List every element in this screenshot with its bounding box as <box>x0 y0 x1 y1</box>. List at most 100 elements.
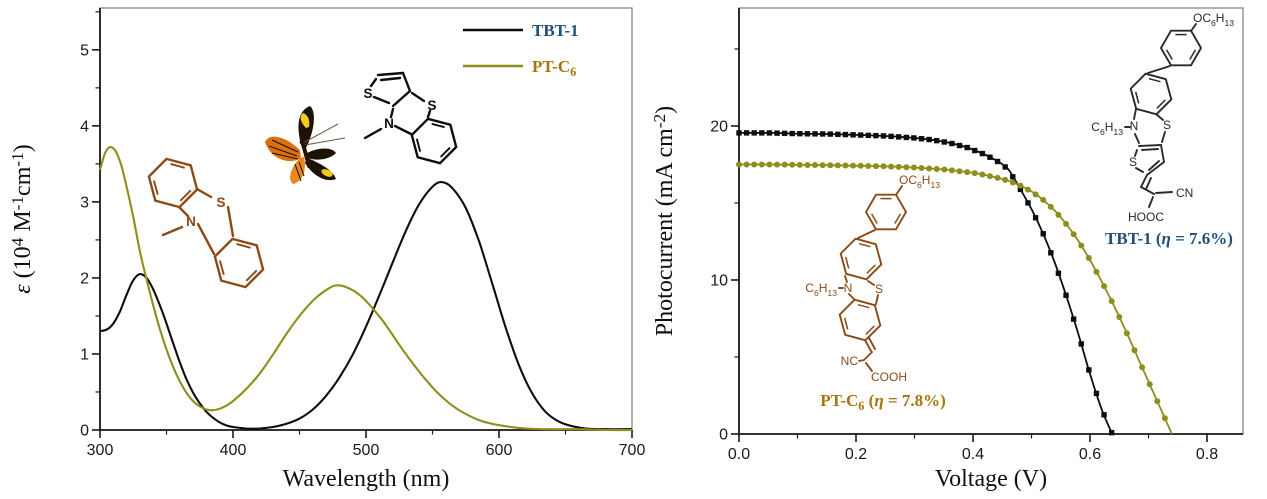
x-tick-label: 0.8 <box>1196 446 1218 463</box>
bond <box>177 205 190 218</box>
group-label-oc6h13: OC6H13 <box>1193 11 1234 28</box>
bond <box>875 294 879 305</box>
bond <box>1138 144 1162 147</box>
series-markers-TBT-1 <box>736 130 1115 436</box>
bond <box>1145 177 1152 190</box>
bond <box>1140 186 1155 195</box>
bond <box>867 280 875 286</box>
ring-inner-bond <box>858 242 871 248</box>
y-tick-label: 1 <box>80 346 89 363</box>
ring <box>213 237 265 289</box>
absorption-xlabel: Wavelength (nm) <box>283 466 450 492</box>
group-label-cooh: COOH <box>871 370 907 384</box>
atom-label-s: S <box>875 282 883 296</box>
jv-plot-generated: 0.0 0.2 0.4 0.6 0.8 0 10 20 <box>710 7 1244 463</box>
atom-label-s-thiazine: S <box>1163 118 1171 132</box>
bond <box>372 95 391 105</box>
absorption-plot-generated: 300 400 500 600 700 0 1 2 3 4 5 <box>80 7 646 459</box>
y-tick-label: 20 <box>710 118 728 135</box>
x-tick-label: 700 <box>619 442 646 459</box>
bond <box>1141 148 1159 151</box>
ring-inner-bond <box>1156 99 1166 109</box>
bond <box>379 76 402 82</box>
butterfly-yellow-spot <box>321 169 333 177</box>
bond <box>195 187 213 199</box>
y-tick-label: 5 <box>80 42 89 59</box>
ring-inner-bond <box>152 180 159 195</box>
butterfly-left-wing <box>265 136 301 162</box>
y-tick-label: 2 <box>80 270 89 287</box>
bond <box>1134 133 1140 144</box>
ring-inner-bond <box>843 317 849 330</box>
bond <box>1160 144 1165 163</box>
ring <box>839 237 883 281</box>
ring-inner-bond <box>179 189 192 202</box>
atom-label-s-thiophene: S <box>363 86 372 101</box>
y-tick-label: 10 <box>710 272 728 289</box>
ring-inner-bond <box>866 264 876 274</box>
absorption-chart: 300 400 500 600 700 0 1 2 3 4 5 Wavelength (nm) ε … <box>8 7 646 492</box>
bond <box>196 222 216 256</box>
series-line-TBT-1 <box>99 181 633 431</box>
bond <box>848 293 855 300</box>
x-tick-label: 400 <box>220 442 247 459</box>
group-label-hooc: HOOC <box>1128 210 1164 224</box>
bond <box>1161 131 1166 143</box>
bond <box>1146 161 1165 176</box>
legend: TBT-1 PT-C6 <box>463 21 579 79</box>
bond <box>391 89 412 108</box>
bond <box>1148 160 1160 171</box>
x-tick-label: 0.6 <box>1079 446 1101 463</box>
y-tick-label: 4 <box>80 118 89 135</box>
series-line-PT-C6 <box>738 163 1173 435</box>
bond <box>868 337 876 350</box>
series-line-PT-C6 <box>98 146 633 432</box>
y-tick-label: 0 <box>719 427 728 444</box>
group-label-c6h13: C6H13 <box>1091 120 1123 137</box>
atom-label-n: N <box>844 281 853 295</box>
bond <box>1155 191 1173 194</box>
atom-label-n: N <box>186 214 196 229</box>
absorption-ylabel: ε (104 M-1cm-1) <box>8 144 36 294</box>
bond <box>401 71 412 93</box>
ring-inner-bond <box>1165 49 1173 60</box>
bond <box>864 339 872 352</box>
x-tick-label: 300 <box>87 442 114 459</box>
jv-axes <box>738 8 1243 435</box>
butterfly-wing-stripes <box>268 139 299 160</box>
ring-inner-bond <box>245 269 258 282</box>
ring-inner-bond <box>844 256 850 269</box>
group-label-oc6h13: OC6H13 <box>899 173 940 190</box>
molecule-structure-ptc6-dye: OC6H13 C6H13 N S NC COOH <box>805 173 940 384</box>
bond <box>895 185 903 196</box>
ring-inner-bond <box>1148 77 1161 83</box>
ring-inner-bond <box>1189 49 1197 60</box>
x-tick-label: 0.2 <box>845 446 867 463</box>
annotation-tbt1-efficiency: TBT-1 (η = 7.6%) <box>1105 229 1233 248</box>
bond <box>1190 23 1197 32</box>
butterfly-head <box>299 139 305 145</box>
annotation-ptc6-efficiency: PT-C6 (η = 7.8%) <box>820 391 946 413</box>
x-tick-label: 600 <box>486 442 513 459</box>
ring <box>410 117 458 165</box>
ring-inner-bond <box>439 146 451 158</box>
bond <box>1133 108 1137 120</box>
ring-inner-bond <box>170 162 185 169</box>
molecule-structure-tbt-core: S S N <box>363 71 458 165</box>
legend-label-ptc6: PT-C6 <box>532 57 576 79</box>
bond <box>393 124 413 136</box>
butterfly-antenna-2 <box>304 137 346 146</box>
bond <box>426 109 432 119</box>
ring-inner-bond <box>218 260 225 275</box>
ring <box>864 193 908 231</box>
bond <box>864 351 873 360</box>
atom-label-s: S <box>216 195 225 210</box>
butterfly-yellow-patch <box>300 113 310 128</box>
atom-label-s-thiazine: S <box>427 98 436 113</box>
bond <box>865 362 873 372</box>
butterfly-image <box>265 106 346 184</box>
bond <box>844 275 848 283</box>
legend-label-tbt1: TBT-1 <box>532 21 579 40</box>
